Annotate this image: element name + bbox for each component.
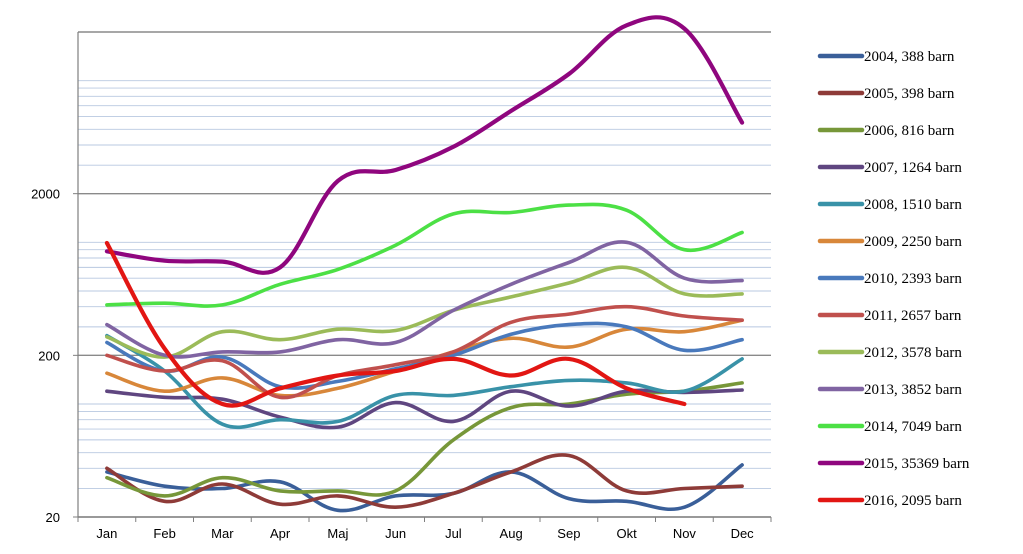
series-line xyxy=(105,202,744,308)
x-tick-label: Jun xyxy=(385,526,406,541)
x-tick-label: Jan xyxy=(96,526,117,541)
legend-label: 2012, 3578 barn xyxy=(864,345,962,361)
x-tick-label: Dec xyxy=(731,526,755,541)
grid-lines xyxy=(78,31,771,518)
x-tick-label: Mar xyxy=(211,526,234,541)
legend-label: 2010, 2393 barn xyxy=(864,271,962,287)
series-line xyxy=(105,240,744,359)
x-tick-label: Jul xyxy=(445,526,462,541)
series-line xyxy=(105,463,744,513)
x-tick-labels: Jan Feb Mar Apr Maj Jun Jul Aug Sep Okt Nov Dec xyxy=(96,526,754,541)
legend-label: 2014, 7049 barn xyxy=(864,419,962,435)
y-tick-label: 200 xyxy=(38,348,60,363)
series-line xyxy=(105,388,744,430)
legend-label: 2011, 2657 barn xyxy=(864,308,962,324)
x-tick-label: Maj xyxy=(327,526,348,541)
legend-label: 2004, 388 barn xyxy=(864,49,955,65)
legend: 2004, 388 barn 2005, 398 barn 2006, 816 ba… xyxy=(817,49,970,509)
legend-label: 2009, 2250 barn xyxy=(864,234,962,250)
x-tick-label: Okt xyxy=(617,526,638,541)
series-line xyxy=(104,240,687,408)
series-line xyxy=(104,15,745,275)
legend-label: 2006, 816 barn xyxy=(864,123,955,139)
x-tick-label: Sep xyxy=(557,526,580,541)
y-tick-labels: 20 200 2000 xyxy=(31,187,60,525)
y-tick-label: 2000 xyxy=(31,187,60,202)
legend-label: 2013, 3852 barn xyxy=(864,382,962,398)
series-line xyxy=(105,304,744,400)
x-tick-label: Aug xyxy=(500,526,523,541)
legend-label: 2007, 1264 barn xyxy=(864,160,962,176)
series-line xyxy=(105,265,744,359)
series-lines xyxy=(104,15,745,513)
x-tick-label: Apr xyxy=(270,526,291,541)
axes xyxy=(73,32,772,522)
legend-label: 2015, 35369 barn xyxy=(864,456,970,472)
legend-label: 2005, 398 barn xyxy=(864,86,955,102)
series-line xyxy=(105,381,744,498)
x-tick-label: Feb xyxy=(153,526,175,541)
y-tick-label: 20 xyxy=(46,510,60,525)
x-tick-label: Nov xyxy=(673,526,697,541)
legend-label: 2016, 2095 barn xyxy=(864,493,962,509)
series-line xyxy=(105,333,744,430)
series-line xyxy=(105,453,744,510)
legend-label: 2008, 1510 barn xyxy=(864,197,962,213)
